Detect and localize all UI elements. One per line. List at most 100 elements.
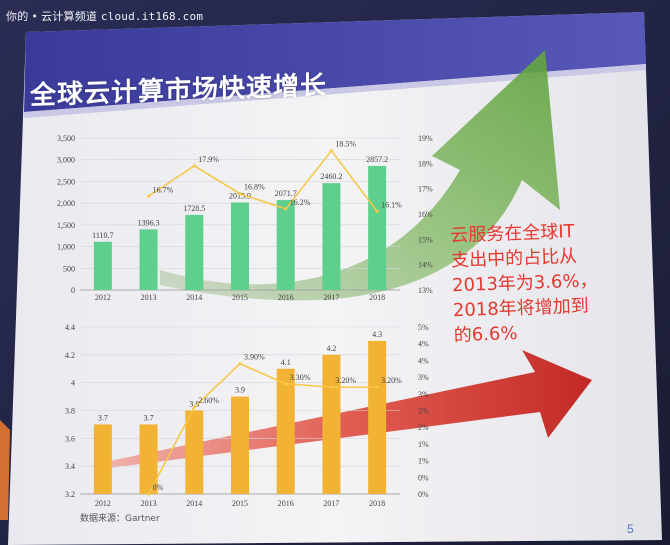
y2-tick-label: 2%	[418, 423, 429, 432]
y-tick-label: 1,000	[57, 243, 75, 252]
y2-tick-label: 17%	[418, 185, 433, 194]
x-tick-label: 2013	[141, 293, 157, 302]
line-value-label: 16.8%	[244, 183, 265, 192]
bar	[368, 340, 387, 494]
bar-value-label: 3.8	[189, 400, 199, 409]
data-source: 数据来源：Gartner	[80, 514, 160, 524]
bar-value-label: 3.7	[98, 413, 108, 422]
cloud-share-chart: 3.2 3.4 3.6 3.8 4 4.2 4.4 0% 0% 1% 1% 2% 2% 3% 3% 4% 4% 5…	[65, 323, 429, 508]
line-point	[146, 194, 151, 198]
callout-text: 云服务在全球IT 支出中的占比从 2013年为3.6%， 2018年将增加到 的…	[450, 217, 644, 349]
x-tick-label: 2018	[369, 499, 385, 508]
line-point	[284, 382, 288, 386]
x-tick-label: 2015	[232, 499, 248, 508]
y2-tick-label: 1%	[418, 457, 429, 466]
line-value-label: 16.2%	[290, 198, 311, 207]
bar	[139, 424, 158, 494]
y2-tick-label: 13%	[418, 286, 433, 295]
line-point	[238, 192, 242, 196]
bar-value-label: 3.9	[235, 386, 245, 395]
line-value-label: 3.20%	[335, 376, 356, 385]
line-value-label: 16.1%	[381, 200, 402, 209]
bar	[276, 368, 295, 494]
title-bar	[24, 12, 646, 112]
y-tick-label: 2,500	[57, 177, 75, 186]
bar	[185, 410, 204, 494]
bar	[231, 396, 249, 494]
y2-tick-label: 4%	[418, 340, 429, 349]
y2-tick-label: 5%	[418, 323, 429, 332]
y-tick-label: 3.2	[65, 490, 75, 499]
x-tick-label: 2015	[232, 293, 248, 302]
y-tick-label: 3.6	[65, 434, 75, 443]
line-value-label: 3.90%	[244, 353, 265, 362]
y-tick-label: 3.8	[65, 407, 75, 416]
cloud-market-chart: 0 500 1,000 1,500 2,000 2,500 3,000 3,500 13% 14%…	[57, 134, 433, 302]
y2-tick-label: 1%	[418, 440, 429, 449]
y-tick-label: 4	[71, 379, 75, 388]
y2-tick-label: 15%	[418, 235, 433, 244]
bar	[322, 354, 341, 494]
line-point	[375, 385, 379, 389]
y2-tick-label: 0%	[418, 490, 429, 499]
y-tick-label: 1,500	[57, 221, 75, 230]
y2-tick-label: 3%	[418, 373, 429, 382]
bar	[185, 214, 204, 290]
y2-tick-label: 2%	[418, 407, 429, 416]
line-value-label: 0%	[153, 483, 164, 492]
share-line	[148, 149, 378, 212]
watermark-section: 云计算频道	[41, 10, 98, 23]
y-tick-label: 500	[63, 264, 75, 273]
bar-value-label: 2071.7	[275, 189, 297, 198]
line-value-label: 17.9%	[198, 155, 219, 164]
y2-tick-label: 18%	[418, 159, 433, 168]
y2-tick-label: 0%	[418, 473, 429, 482]
slide-number: 5	[627, 522, 634, 536]
bar-value-label: 2857.2	[366, 155, 388, 164]
y-tick-label: 3.4	[65, 462, 75, 471]
x-tick-label: 2016	[278, 293, 294, 302]
line-point	[192, 164, 196, 168]
line-value-label: 18.5%	[335, 140, 356, 149]
bar	[93, 424, 112, 494]
bar	[322, 183, 341, 290]
y2-tick-label: 3%	[418, 390, 429, 399]
line-point	[192, 405, 196, 409]
bar-value-label: 1110.7	[92, 231, 113, 240]
line-point	[284, 207, 288, 211]
line-point	[375, 209, 379, 214]
x-tick-label: 2017	[323, 293, 339, 302]
x-tick-label: 2012	[95, 499, 111, 508]
bar	[231, 202, 249, 290]
bar-value-label: 2015.9	[229, 191, 251, 200]
bar-value-label: 3.7	[144, 413, 154, 422]
line-point	[329, 385, 334, 389]
x-tick-label: 2016	[278, 499, 294, 508]
bar-value-label: 4.2	[326, 344, 336, 353]
y2-tick-label: 19%	[418, 134, 433, 143]
green-arrow	[160, 50, 560, 301]
bar	[276, 200, 295, 290]
line-point	[329, 149, 334, 153]
y2-tick-label: 14%	[418, 261, 433, 270]
bar-value-label: 1728.5	[183, 204, 205, 213]
bar	[368, 165, 387, 290]
y-tick-label: 0	[71, 286, 75, 295]
share-line	[147, 362, 378, 495]
line-point	[238, 362, 242, 366]
y-tick-label: 4.2	[65, 351, 75, 360]
bar	[93, 241, 112, 290]
y2-tick-label: 4%	[418, 356, 429, 365]
orange-corner-shape	[0, 420, 10, 520]
x-tick-label: 2012	[95, 293, 111, 302]
watermark-separator: •	[31, 10, 39, 23]
watermark-site: 你的	[6, 10, 29, 23]
bar	[139, 229, 158, 290]
line-value-label: 3.30%	[290, 373, 311, 382]
title-bar-stripe	[24, 64, 646, 118]
y-tick-label: 3,000	[57, 156, 75, 165]
x-tick-label: 2017	[323, 499, 339, 508]
y-tick-label: 3,500	[57, 134, 75, 143]
x-tick-label: 2018	[369, 293, 385, 302]
